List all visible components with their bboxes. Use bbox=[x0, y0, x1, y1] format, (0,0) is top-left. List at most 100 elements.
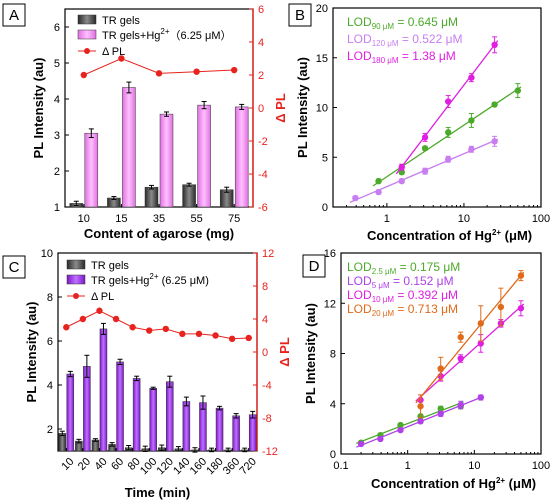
bar-tr-gels-hg bbox=[99, 328, 108, 452]
x-axis-title: Concentration of Hg2+ (μM) bbox=[367, 228, 532, 243]
y-tick-label: 8 bbox=[330, 349, 336, 361]
delta-pl-point bbox=[245, 334, 252, 342]
y2-axis-title: Δ PL bbox=[273, 93, 288, 123]
data-point bbox=[417, 403, 424, 410]
y-tick-label: 1 bbox=[54, 202, 60, 214]
y2-tick-label: -6 bbox=[258, 202, 268, 214]
bar-tr-gels-hg bbox=[84, 132, 99, 208]
y2-axis-title: Δ PL bbox=[277, 337, 292, 367]
lod-annotation: LOD10 μM = 0.392 μM bbox=[347, 288, 458, 304]
data-point bbox=[375, 177, 382, 185]
y2-tick-label: 12 bbox=[262, 248, 274, 260]
bar-tr-gels-hg bbox=[66, 373, 75, 452]
y-tick-label: 4 bbox=[330, 399, 336, 411]
delta-pl-point bbox=[193, 68, 200, 75]
data-point bbox=[437, 405, 444, 412]
panel-label-box bbox=[2, 255, 26, 279]
y2-tick-label: 2 bbox=[258, 70, 264, 82]
delta-pl-point bbox=[179, 330, 186, 338]
x-tick-label: 10 bbox=[458, 213, 470, 225]
lod-annotation: LOD180 μM = 1.38 μM bbox=[347, 49, 456, 65]
x-tick-label: 10 bbox=[78, 213, 90, 225]
data-point bbox=[421, 134, 429, 141]
legend-swatch-tr-gels bbox=[77, 14, 97, 25]
lod-annotation: LOD5 μM = 0.152 μM bbox=[347, 274, 454, 290]
y-tick-label: 0 bbox=[330, 449, 336, 461]
panel-label-box bbox=[2, 3, 26, 27]
data-point bbox=[377, 435, 384, 443]
delta-pl-point bbox=[79, 315, 87, 323]
y-tick-label: 3 bbox=[54, 130, 60, 142]
data-point bbox=[417, 418, 424, 425]
y2-tick-label: 8 bbox=[262, 281, 268, 293]
lod-annotation: LOD2.5 μM = 0.175 μM bbox=[347, 260, 460, 276]
data-point bbox=[517, 305, 525, 312]
delta-pl-point bbox=[162, 325, 169, 333]
panel-label: D bbox=[309, 258, 320, 275]
bar-tr-gels-hg bbox=[232, 415, 240, 452]
delta-pl-point bbox=[228, 335, 236, 342]
y2-tick-label: -4 bbox=[262, 380, 272, 392]
x-tick-label: 75 bbox=[228, 213, 240, 225]
data-point bbox=[497, 303, 505, 311]
bar-tr-gels-hg bbox=[159, 113, 174, 208]
data-point bbox=[421, 167, 429, 175]
y2-tick-label: -8 bbox=[262, 413, 272, 425]
fit-line bbox=[415, 271, 525, 404]
y-tick-label: 2 bbox=[47, 424, 53, 436]
data-point bbox=[517, 272, 525, 279]
y-tick-label: 5 bbox=[54, 58, 60, 70]
legend-swatch-tr-gels bbox=[66, 259, 86, 270]
data-point bbox=[477, 320, 484, 327]
panel-label: B bbox=[295, 7, 305, 24]
x-tick-label: 15 bbox=[115, 213, 127, 225]
y2-tick-label: 4 bbox=[262, 314, 268, 326]
legend-swatch-delta-point bbox=[73, 293, 79, 299]
delta-pl-point bbox=[195, 330, 203, 338]
data-point bbox=[375, 188, 382, 196]
x-tick-label: 10 bbox=[59, 456, 76, 473]
y2-tick-label: -4 bbox=[258, 169, 268, 181]
x-tick-label: 55 bbox=[190, 213, 202, 225]
legend-swatch-tr-gels-hg bbox=[77, 29, 97, 40]
data-point bbox=[491, 138, 498, 145]
data-point bbox=[397, 426, 404, 434]
y2-tick-label: 0 bbox=[262, 347, 268, 359]
data-point bbox=[398, 164, 405, 171]
data-point bbox=[352, 194, 359, 202]
data-point bbox=[477, 340, 484, 347]
data-point bbox=[457, 333, 464, 341]
bar-tr-gels-hg bbox=[248, 414, 257, 452]
y-axis-title: PL Intensity (au) bbox=[295, 57, 310, 158]
data-point bbox=[445, 129, 452, 136]
bar-tr-gels bbox=[182, 184, 196, 208]
data-point bbox=[397, 421, 404, 429]
delta-pl-point bbox=[118, 55, 125, 62]
bar-tr-gels-hg bbox=[83, 366, 91, 452]
data-point bbox=[468, 117, 475, 124]
y-tick-label: 10 bbox=[41, 248, 53, 260]
y-tick-label: 15 bbox=[316, 53, 328, 65]
x-tick-label: 20 bbox=[76, 456, 93, 473]
data-point bbox=[437, 365, 444, 372]
bar-tr-gels-hg bbox=[199, 402, 207, 452]
lod-annotation: LOD120 μM = 0.522 μM bbox=[347, 32, 462, 48]
delta-pl-point bbox=[80, 71, 88, 79]
delta-pl-line bbox=[66, 310, 249, 340]
x-tick-label: 1 bbox=[405, 460, 411, 472]
y-tick-label: 10 bbox=[316, 103, 328, 115]
x-axis-title: Concentration of Hg2+ (μM) bbox=[371, 476, 536, 491]
data-point bbox=[357, 440, 365, 448]
y-tick-label: 4 bbox=[47, 380, 53, 392]
data-point bbox=[437, 410, 444, 417]
y-tick-label: 8 bbox=[47, 292, 53, 304]
delta-pl-point bbox=[155, 70, 163, 77]
delta-pl-point bbox=[112, 315, 120, 323]
data-point bbox=[491, 41, 498, 49]
data-point bbox=[398, 177, 405, 185]
y-axis-title: PL Intensity (au) bbox=[31, 58, 46, 159]
x-axis-title: Time (min) bbox=[125, 485, 191, 500]
data-point bbox=[468, 146, 475, 153]
y-tick-label: 5 bbox=[322, 152, 328, 164]
